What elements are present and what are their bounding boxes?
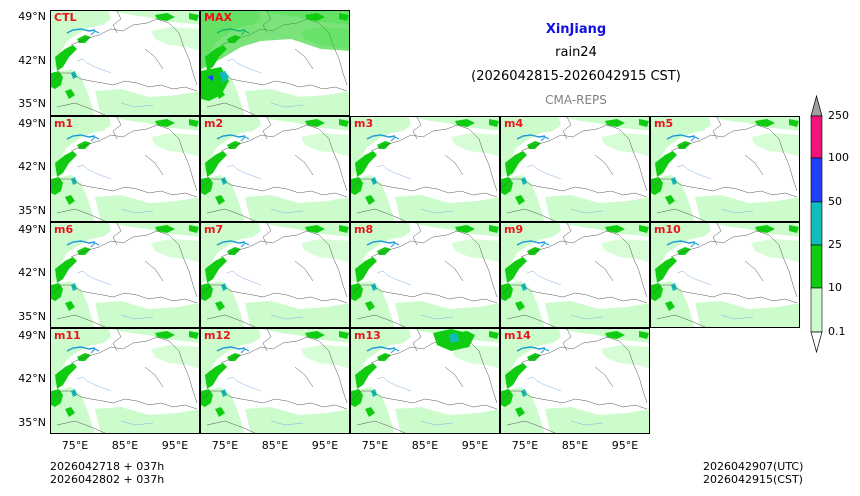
rain-map [201,329,350,434]
lat-tick: 49°N [18,329,46,342]
region-title: XinJiang [545,22,607,37]
period-title: (2026042815-2026042915 CST) [471,69,681,84]
lon-tick: 95°E [161,439,189,452]
rain-map [201,11,349,116]
lat-tick: 35°N [18,416,46,429]
lat-tick: 49°N [18,117,46,130]
map-panel-m10: m10 [650,222,800,328]
panel-label: m1 [54,117,74,130]
lon-tick: 85°E [411,439,439,452]
rain-map [51,11,200,116]
panel-label: m9 [504,223,524,236]
map-panel-m1: m1 [50,116,200,222]
map-panel-m12: m12 [200,328,350,434]
lat-tick: 35°N [18,310,46,323]
panel-label: m5 [654,117,674,130]
panel-label: m8 [354,223,374,236]
colorbar-label: 100 [828,151,849,164]
map-panel-m9: m9 [500,222,650,328]
lon-tick: 75°E [61,439,89,452]
colorbar-segment-50-100 [810,157,823,203]
panel-label: MAX [204,11,232,24]
lon-tick: 75°E [211,439,239,452]
lon-tick: 95°E [311,439,339,452]
colorbar-label: 250 [828,109,849,122]
colorbar-min-arrow [810,331,823,354]
lat-tick: 49°N [18,223,46,236]
lat-tick: 42°N [18,160,46,173]
init-time-utc: 2026042718 + 037h [50,460,165,473]
map-panel-ctl: CTL [50,10,200,116]
map-panel-m14: m14 [500,328,650,434]
lon-tick: 95°E [611,439,639,452]
colorbar-label: 0.1 [828,325,846,338]
rain-map [51,223,200,328]
system-title: CMA-REPS [545,93,607,107]
colorbar-label: 50 [828,195,842,208]
rain-map [201,223,350,328]
map-panel-m13: m13 [350,328,500,434]
map-panel-m3: m3 [350,116,500,222]
lat-tick: 42°N [18,54,46,67]
map-panel-m7: m7 [200,222,350,328]
lon-tick: 75°E [361,439,389,452]
lat-tick: 35°N [18,97,46,110]
colorbar-label: 25 [828,238,842,251]
variable-title: rain24 [555,45,597,60]
rain-map [51,329,200,434]
panel-label: CTL [54,11,77,24]
lon-tick: 95°E [461,439,489,452]
rain-map [351,223,500,328]
colorbar-segment-0.1-10 [810,287,823,333]
colorbar-segment-10-25 [810,244,823,289]
panel-label: m13 [354,329,381,342]
init-time-cst: 2026042802 + 037h [50,473,165,486]
panel-label: m2 [204,117,224,130]
panel-label: m14 [504,329,531,342]
panel-label: m6 [54,223,74,236]
map-panel-m2: m2 [200,116,350,222]
valid-time-utc: 2026042907(UTC) [703,460,804,473]
panel-label: m12 [204,329,231,342]
rain-map [651,223,800,328]
colorbar-segment-25-50 [810,201,823,246]
panel-label: m3 [354,117,374,130]
lon-tick: 85°E [111,439,139,452]
rain-map [651,117,800,222]
rain-map [351,329,500,434]
rain-map [501,117,650,222]
lat-tick: 35°N [18,204,46,217]
panel-label: m10 [654,223,681,236]
rain-map [501,223,650,328]
map-panel-m11: m11 [50,328,200,434]
colorbar-max-arrow [810,94,823,117]
lat-tick: 42°N [18,372,46,385]
panel-label: m4 [504,117,524,130]
lat-tick: 42°N [18,266,46,279]
rain-map [501,329,650,434]
lon-tick: 85°E [561,439,589,452]
panel-label: m7 [204,223,224,236]
map-panel-m8: m8 [350,222,500,328]
lat-tick: 49°N [18,10,46,23]
colorbar [810,94,823,354]
panel-label: m11 [54,329,81,342]
map-panel-m6: m6 [50,222,200,328]
valid-time-cst: 2026042915(CST) [703,473,803,486]
map-panel-m5: m5 [650,116,800,222]
colorbar-segment-100-250 [810,115,823,159]
rain-map [351,117,500,222]
lon-tick: 85°E [261,439,289,452]
map-panel-m4: m4 [500,116,650,222]
rain-map [51,117,200,222]
rain-map [201,117,350,222]
map-panel-max: MAX [200,10,350,116]
colorbar-label: 10 [828,281,842,294]
lon-tick: 75°E [511,439,539,452]
